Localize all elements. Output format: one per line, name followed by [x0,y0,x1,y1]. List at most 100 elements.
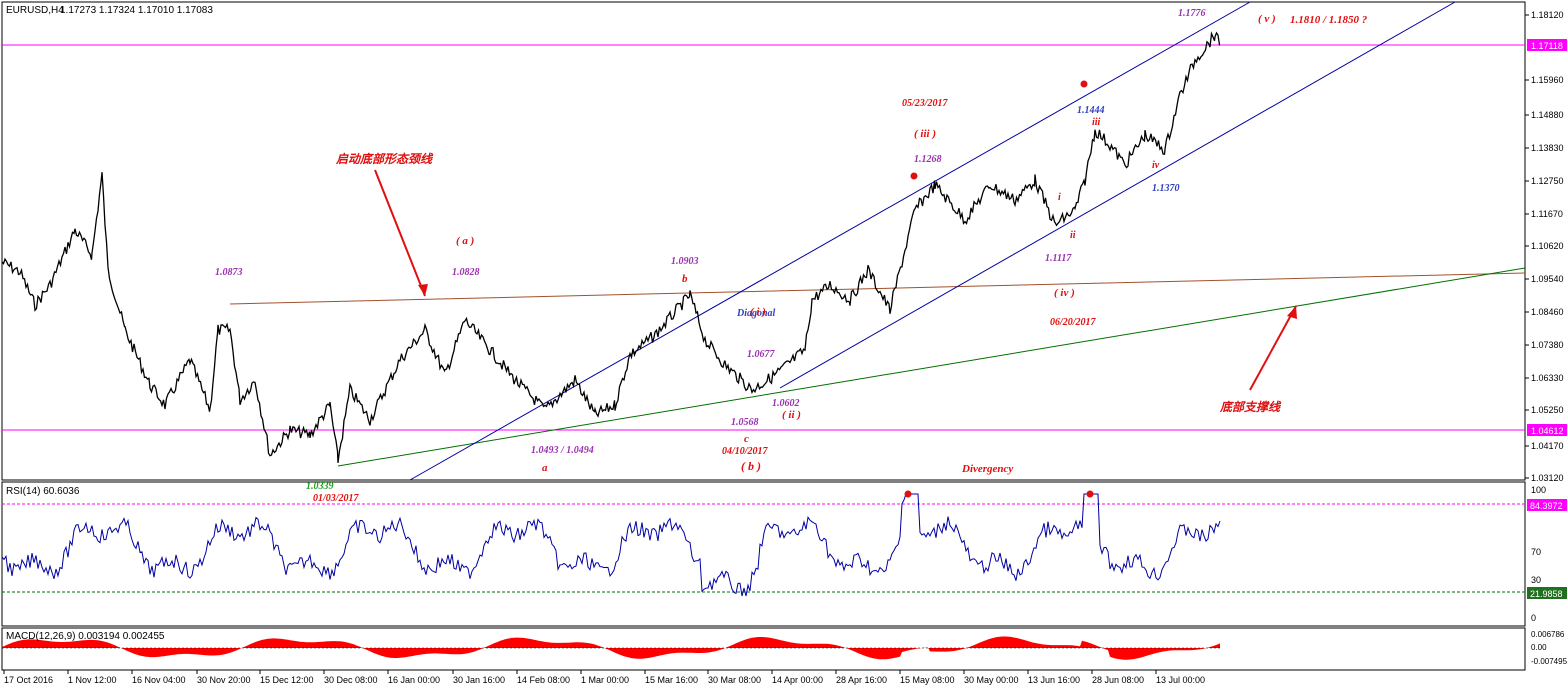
time-tick-label: 28 Apr 16:00 [836,675,887,685]
channel-upper [409,1,1251,481]
level-badge: 1.04612 [1531,426,1564,436]
target-label: 1.1810 / 1.1850 ? [1290,14,1368,26]
wave-a-paren: ( a ) [456,235,474,247]
price-1-0493: 1.0493 / 1.0494 [531,445,594,456]
diagonal-label: Diagonal [736,308,776,319]
rsi-label: RSI(14) 60.6036 [6,486,80,497]
price-tick-label: 1.05250 [1531,405,1564,415]
neckline-arrowhead [418,284,428,296]
price-tick-label: 1.13830 [1531,143,1564,153]
time-tick-label: 30 May 00:00 [964,675,1019,685]
rsi-upper-badge: 84.3972 [1530,501,1563,511]
channel-lower [779,1,1456,389]
wave-i-paren: ( i ) [750,306,766,318]
wave-iii: iii [1092,117,1101,128]
price-1-0568: 1.0568 [731,417,759,428]
time-tick-label: 13 Jun 16:00 [1028,675,1080,685]
rsi-tick-label: 30 [1531,575,1541,585]
time-tick-label: 1 Nov 12:00 [68,675,117,685]
price-1-0602: 1.0602 [772,398,800,409]
time-tick-label: 15 Mar 16:00 [645,675,698,685]
date-04-10-2017: 04/10/2017 [722,446,769,457]
rsi-tick-label: 70 [1531,547,1541,557]
rsi-series-line [1,493,1221,597]
time-tick-label: 13 Jul 00:00 [1156,675,1205,685]
price-1-0677: 1.0677 [747,349,776,360]
ohlc-label: 1.17273 1.17324 1.17010 1.17083 [60,5,213,16]
wave-iv-paren: ( iv ) [1054,287,1075,299]
wave-annotations: 启动底部形态颈线 底部支撑线 ( a ) 1.0873 1.0828 1.090… [215,8,1368,504]
rsi-divergence-dot-1 [904,490,912,498]
price-1-0828: 1.0828 [452,267,480,278]
price-1-1370: 1.1370 [1152,183,1180,194]
divergency-label: Divergency [961,463,1013,475]
price-tick-label: 1.07380 [1531,340,1564,350]
price-axis: 1.18120 1.15960 1.14880 1.13830 1.12750 1.116… [1525,10,1564,483]
price-tick-label: 1.03120 [1531,473,1564,483]
wave-ii-paren: ( ii ) [782,409,801,421]
time-tick-label: 16 Nov 04:00 [132,675,186,685]
rsi-panel-frame [1,481,1526,627]
price-tick-label: 1.10620 [1531,241,1564,251]
rsi-upper-badge-bg [1527,499,1567,511]
price-1-1444: 1.1444 [1077,105,1105,116]
support-arrowhead [1287,306,1297,319]
macd-tick-label: -0.007495 [1531,657,1568,666]
price-tick-label: 1.06330 [1531,373,1564,383]
date-05-23-2017: 05/23/2017 [902,98,949,109]
time-axis: 17 Oct 2016 1 Nov 12:00 16 Nov 04:00 30 Nov… [3,670,1205,685]
time-tick-label: 28 Jun 08:00 [1092,675,1144,685]
macd-panel-frame [1,627,1526,671]
wave-b-paren: ( b ) [741,459,761,473]
rsi-axis: 100 70 30 0 [1531,485,1546,623]
macd-axis: 0.006786 0.00 -0.007495 [1531,630,1568,666]
price-tick-label: 1.08460 [1531,307,1564,317]
symbol-label: EURUSD,H4 [6,5,64,16]
divergence-dot-1 [910,172,918,180]
rsi-lower-badge-bg [1527,587,1567,599]
wave-b: b [682,273,688,285]
macd-tick-label: 0.00 [1531,643,1547,652]
time-tick-label: 15 Dec 12:00 [260,675,314,685]
wave-iii-paren: ( iii ) [914,128,936,140]
price-1-0873: 1.0873 [215,267,243,278]
price-tick-label: 1.12750 [1531,176,1564,186]
wave-ii: ii [1070,230,1076,241]
current-price-badge: 1.17118 [1531,41,1563,51]
time-tick-label: 17 Oct 2016 [4,675,53,685]
time-tick-label: 30 Jan 16:00 [453,675,505,685]
date-01-03-2017: 01/03/2017 [313,493,360,504]
neckline-arrow [374,169,426,297]
price-panel-frame [1,1,1526,481]
time-tick-label: 16 Jan 00:00 [388,675,440,685]
macd-tick-label: 0.006786 [1531,630,1565,639]
support-cn-label: 底部支撑线 [1219,400,1282,414]
level-badge-bg [1527,424,1567,436]
time-tick-label: 30 Dec 08:00 [324,675,378,685]
wave-iv: iv [1152,160,1160,171]
rsi-tick-label: 0 [1531,613,1536,623]
wave-v-paren: ( v ) [1258,13,1276,25]
rsi-tick-label: 100 [1531,485,1546,495]
neckline-cn-label: 启动底部形态颈线 [335,152,434,166]
price-tick-label: 1.04170 [1531,441,1564,451]
price-tick-label: 1.15960 [1531,75,1564,85]
time-tick-label: 30 Nov 20:00 [197,675,251,685]
price-1-1776: 1.1776 [1178,8,1206,19]
price-1-0903: 1.0903 [671,256,699,267]
rsi-divergence-dot-2 [1086,490,1094,498]
macd-label: MACD(12,26,9) 0.003194 0.002455 [6,631,165,642]
time-tick-label: 14 Apr 00:00 [772,675,823,685]
wave-i: i [1058,192,1061,203]
wave-a: a [542,462,548,474]
price-tick-label: 1.11670 [1531,209,1563,219]
support-arrow [1249,305,1297,391]
time-tick-label: 15 May 08:00 [900,675,955,685]
price-1-0339: 1.0339 [306,481,334,492]
price-tick-label: 1.09540 [1531,274,1564,284]
date-06-20-2017: 06/20/2017 [1050,317,1097,328]
neckline [229,272,1526,305]
current-price-badge-bg [1527,39,1567,51]
price-1-1117: 1.1117 [1045,253,1072,264]
